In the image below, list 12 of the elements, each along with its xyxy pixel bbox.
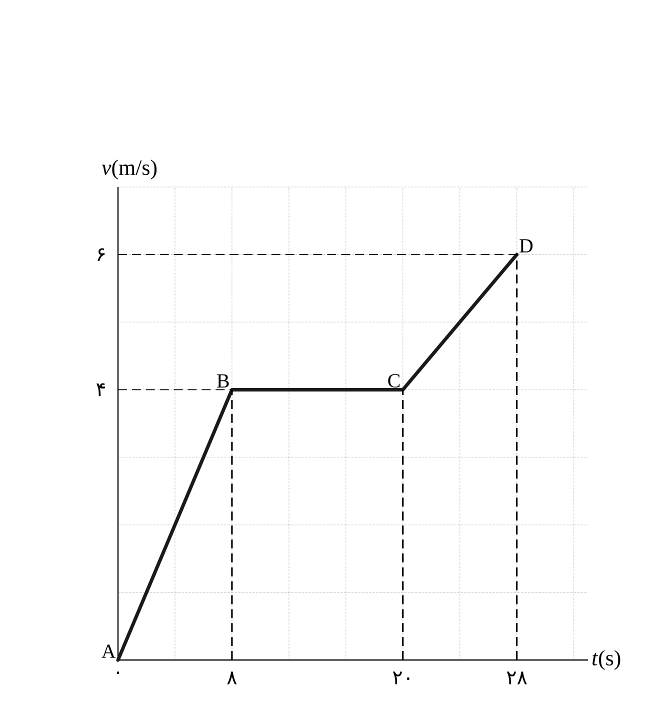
y-axis-title: v(m/s): [102, 160, 157, 180]
y-tick-label: ۶: [98, 248, 105, 261]
annotation: B: [217, 374, 229, 388]
x-tick-label: ۲۸: [506, 672, 527, 684]
x-tick-label: ۲۰: [392, 672, 410, 684]
y-tick-label: ۴: [96, 383, 106, 396]
x-axis-title: t(s): [592, 650, 620, 670]
x-tick-label: ۸: [227, 672, 237, 684]
x-tick-label: ۰: [116, 672, 120, 674]
annotation: C: [388, 374, 400, 388]
annotation: D: [520, 239, 533, 252]
annotation: A: [102, 644, 116, 658]
